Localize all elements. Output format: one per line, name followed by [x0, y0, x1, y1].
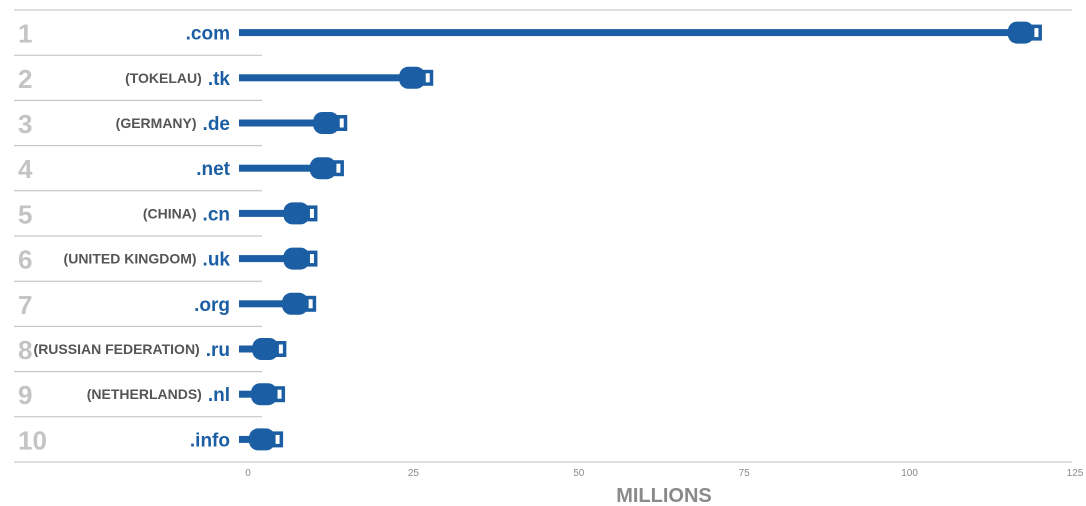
- bar-cable: [239, 29, 1012, 37]
- chart-rows: 1 .com 2 .tk (TOKELAU) 3 .de (GERMANY) 4 .net 5 .cn…: [14, 19, 1042, 455]
- country-label: (RUSSIAN FEDERATION): [34, 341, 200, 357]
- rank-number: 9: [18, 380, 32, 410]
- chart-row-10: 10 .info: [18, 425, 284, 455]
- bar-plug-body: [313, 112, 340, 134]
- bar-cable: [239, 255, 288, 263]
- bar-plug-slot: [336, 163, 341, 173]
- x-axis: 0 25 50 75 100 125: [14, 461, 1084, 479]
- bar-plug-body: [252, 338, 279, 360]
- chart-row-9: 9 .nl (NETHERLANDS): [14, 380, 286, 418]
- rank-number: 10: [18, 425, 47, 455]
- bar-cable: [239, 390, 256, 398]
- rank-number: 4: [18, 154, 33, 184]
- tld-label: .tk: [208, 69, 231, 90]
- country-label: (TOKELAU): [125, 70, 202, 86]
- bar-cable: [239, 435, 254, 443]
- chart-row-8: 8 .ru (RUSSIAN FEDERATION): [14, 335, 287, 373]
- rank-number: 6: [18, 245, 32, 275]
- bar-plug-body: [251, 383, 278, 406]
- chart-row-2: 2 .tk (TOKELAU): [14, 64, 434, 101]
- x-tick-label: 25: [408, 468, 420, 479]
- tld-label: .uk: [203, 250, 231, 271]
- bar-plug-slot: [1034, 28, 1039, 38]
- bar-plug-slot: [308, 299, 313, 309]
- tld-label: .org: [194, 295, 230, 316]
- bar-cable: [239, 74, 404, 82]
- bar-plug-body: [1007, 21, 1034, 44]
- bar-plug-slot: [309, 208, 314, 218]
- chart-row-4: 4 .net: [14, 154, 344, 192]
- tld-label: .cn: [203, 204, 230, 225]
- country-label: (NETHERLANDS): [87, 386, 202, 402]
- rank-number: 8: [18, 335, 32, 365]
- x-tick-label: 50: [573, 468, 585, 479]
- x-axis-label: MILLIONS: [616, 485, 712, 506]
- x-tick-label: 125: [1067, 468, 1084, 479]
- bar-plug-body: [283, 247, 310, 270]
- bar-plug-body: [249, 428, 276, 451]
- x-tick-label: 0: [245, 468, 251, 479]
- bar-plug-body: [309, 157, 336, 180]
- bar-plug-slot: [339, 118, 344, 128]
- x-tick-label: 75: [739, 468, 751, 479]
- bar-plug-slot: [309, 254, 314, 264]
- bar-cable: [239, 209, 288, 217]
- chart-row-7: 7 .org: [14, 290, 317, 327]
- rank-number: 1: [18, 19, 32, 49]
- bar-plug-slot: [278, 344, 283, 354]
- tld-label: .com: [186, 24, 230, 45]
- country-label: (CHINA): [143, 205, 197, 221]
- x-tick-label: 100: [901, 468, 918, 479]
- bar-plug-body: [282, 292, 309, 315]
- bar-cable: [239, 300, 287, 308]
- tld-label: .net: [196, 159, 230, 180]
- tld-label: .de: [203, 114, 230, 135]
- bar-plug-slot: [277, 389, 282, 399]
- country-label: (GERMANY): [116, 115, 197, 131]
- bar-plug-slot: [425, 73, 430, 83]
- chart-row-3: 3 .de (GERMANY): [14, 109, 348, 147]
- bar-plug-body: [399, 66, 426, 89]
- rank-number: 5: [18, 199, 32, 229]
- bar-plug-slot: [275, 434, 280, 444]
- rank-number: 3: [18, 109, 32, 139]
- bar-cable: [239, 345, 257, 353]
- country-label: (UNITED KINGDOM): [64, 251, 197, 267]
- bar-plug-body: [283, 202, 310, 225]
- chart-row-1: 1 .com: [14, 19, 1042, 56]
- tld-label: .ru: [206, 340, 230, 361]
- tld-label: .nl: [208, 385, 230, 406]
- chart-row-5: 5 .cn (CHINA): [14, 199, 318, 237]
- tld-label: .info: [190, 430, 230, 451]
- chart-row-6: 6 .uk (UNITED KINGDOM): [14, 245, 318, 282]
- rank-number: 7: [18, 290, 32, 320]
- rank-number: 2: [18, 64, 32, 94]
- bar-cable: [239, 119, 318, 127]
- bar-cable: [239, 164, 314, 172]
